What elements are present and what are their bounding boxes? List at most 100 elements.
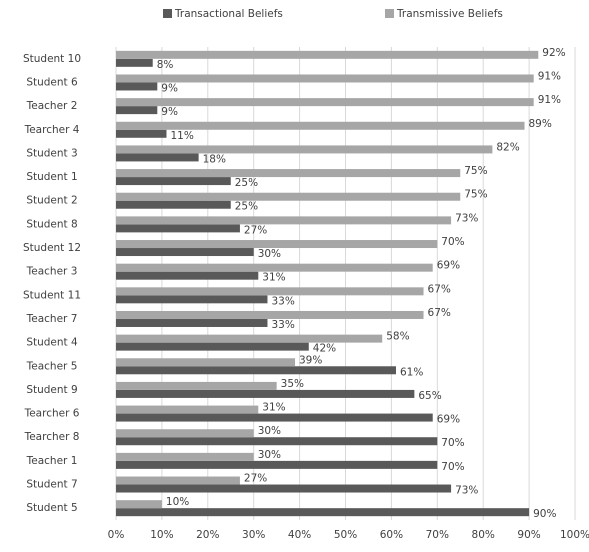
value-label: 9% (161, 106, 178, 118)
x-tick-label: 20% (196, 529, 219, 541)
y-tick-label: Teacher 1 (26, 455, 78, 467)
value-label: 69% (437, 260, 460, 272)
bar (116, 271, 259, 280)
value-label: 58% (386, 331, 409, 343)
value-label: 18% (203, 153, 226, 165)
value-label: 92% (542, 47, 565, 59)
value-label: 39% (299, 354, 322, 366)
value-label: 27% (244, 224, 267, 236)
value-label: 65% (418, 390, 441, 402)
bar (116, 405, 259, 414)
value-label: 33% (271, 319, 294, 331)
bar (116, 74, 534, 83)
bar (116, 153, 199, 162)
value-label: 91% (538, 94, 561, 106)
value-label: 8% (157, 59, 174, 71)
bar (116, 248, 254, 257)
bar (116, 381, 277, 390)
bar (116, 224, 240, 233)
value-label: 75% (464, 165, 487, 177)
value-label: 30% (258, 425, 281, 437)
value-label: 67% (428, 283, 451, 295)
x-tick-label: 40% (288, 529, 311, 541)
value-label: 25% (235, 201, 258, 213)
y-tick-label: Tearcher 8 (24, 431, 80, 443)
value-label: 70% (441, 236, 464, 248)
value-label: 25% (235, 177, 258, 189)
y-tick-label: Student 8 (26, 218, 77, 230)
bar (116, 476, 240, 485)
value-label: 30% (258, 449, 281, 461)
bar (116, 263, 433, 272)
bar (116, 318, 268, 327)
x-tick-label: 0% (108, 529, 125, 541)
bar (116, 429, 254, 438)
bar (116, 389, 415, 398)
y-tick-label: Student 7 (26, 479, 77, 491)
value-label: 70% (441, 437, 464, 449)
value-label: 69% (437, 414, 460, 426)
value-label: 82% (496, 141, 519, 153)
y-tick-label: Teacher 2 (26, 100, 78, 112)
legend-label: Transmissive Beliefs (396, 8, 503, 20)
bar (116, 106, 158, 115)
value-label: 89% (529, 118, 552, 130)
bar (116, 200, 231, 209)
legend-swatch (163, 9, 172, 18)
value-label: 35% (281, 378, 304, 390)
bar (116, 50, 539, 59)
value-label: 67% (428, 307, 451, 319)
bar (116, 192, 461, 201)
x-tick-label: 100% (560, 529, 589, 541)
bar (116, 295, 268, 304)
bar (116, 169, 461, 178)
value-label: 33% (271, 295, 294, 307)
bar (116, 437, 438, 446)
y-tick-label: Student 6 (26, 76, 78, 88)
y-tick-label: Tearcher 4 (24, 124, 80, 136)
bar (116, 460, 438, 469)
bar (116, 413, 433, 422)
bar (116, 287, 424, 296)
value-label: 10% (166, 496, 189, 508)
value-label: 31% (262, 272, 285, 284)
value-label: 27% (244, 473, 267, 485)
value-label: 42% (313, 343, 336, 355)
value-label: 70% (441, 461, 464, 473)
x-tick-label: 30% (242, 529, 265, 541)
x-tick-label: 60% (380, 529, 403, 541)
x-tick-label: 90% (517, 529, 540, 541)
y-tick-label: Student 11 (23, 289, 81, 301)
bar (116, 500, 162, 509)
y-tick-label: Teacher 7 (26, 313, 78, 325)
y-tick-label: Student 5 (26, 502, 77, 514)
bar (116, 240, 438, 249)
value-label: 9% (161, 82, 178, 94)
x-tick-label: 70% (426, 529, 449, 541)
value-label: 61% (400, 366, 423, 378)
bar (116, 98, 534, 107)
bar (116, 452, 254, 461)
bar (116, 121, 525, 130)
y-tick-label: Student 10 (23, 53, 81, 65)
bar (116, 310, 424, 319)
bar (116, 82, 158, 91)
bar (116, 145, 493, 154)
bar (116, 334, 383, 343)
y-tick-label: Teacher 3 (26, 266, 78, 278)
bar (116, 177, 231, 186)
bar (116, 129, 167, 138)
y-tick-label: Teacher 5 (26, 360, 78, 372)
y-tick-label: Student 12 (23, 242, 81, 254)
legend-label: Transactional Beliefs (174, 8, 283, 20)
x-tick-label: 50% (334, 529, 357, 541)
y-tick-label: Student 4 (26, 337, 78, 349)
bar (116, 58, 153, 67)
value-label: 73% (455, 485, 478, 497)
value-label: 91% (538, 70, 561, 82)
y-tick-label: Student 2 (26, 195, 77, 207)
x-tick-label: 80% (472, 529, 495, 541)
bar (116, 342, 309, 351)
y-tick-label: Student 9 (26, 384, 77, 396)
